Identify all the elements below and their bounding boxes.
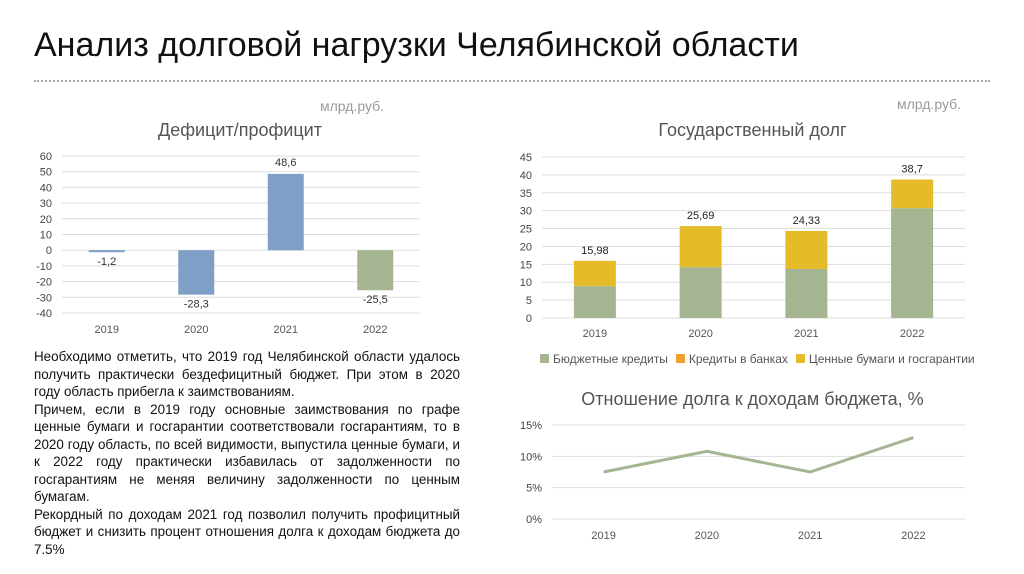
x-tick-label: 2019 [591, 530, 615, 542]
x-tick-label: 2022 [363, 324, 387, 336]
ratio-line [603, 436, 914, 474]
y-tick-label: 10% [520, 451, 542, 463]
y-tick-label: 0 [526, 313, 532, 325]
bar-segment [891, 179, 934, 209]
legend-item: Кредиты в банках [675, 352, 788, 366]
divider [34, 80, 990, 82]
y-tick-label: -30 [36, 292, 52, 304]
data-label: -28,3 [184, 299, 209, 311]
x-tick-label: 2019 [583, 328, 607, 340]
x-tick-label: 2021 [798, 530, 822, 542]
x-tick-label: 2020 [184, 324, 208, 336]
legend-item: Бюджетные кредиты [540, 352, 668, 366]
x-tick-label: 2022 [900, 328, 924, 340]
y-tick-label: 0% [526, 514, 542, 526]
y-tick-label: 0 [46, 245, 52, 257]
analysis-text: Необходимо отметить, что 2019 год Челяби… [34, 348, 460, 558]
y-tick-label: 60 [40, 151, 52, 163]
y-tick-label: 15 [520, 259, 532, 271]
y-tick-label: 40 [520, 170, 532, 182]
y-tick-label: 10 [520, 277, 532, 289]
y-tick-label: 40 [40, 182, 52, 194]
x-tick-label: 2021 [794, 328, 818, 340]
total-label: 15,98 [581, 245, 609, 257]
bar [267, 173, 304, 251]
chart-title-deficit: Дефицит/профицит [158, 120, 322, 140]
unit-label-debt: млрд.руб. [897, 96, 962, 112]
y-tick-label: 35 [520, 188, 532, 200]
y-tick-label: 20 [40, 214, 52, 226]
chart-title-ratio: Отношение долга к доходам бюджета, % [581, 389, 924, 409]
chart-title-debt: Государственный долг [658, 120, 847, 140]
x-tick-label: 2019 [95, 324, 119, 336]
page-title: Анализ долговой нагрузки Челябинской обл… [34, 26, 799, 64]
bar-segment [679, 226, 722, 268]
bar-segment [573, 260, 616, 287]
x-tick-label: 2021 [274, 324, 298, 336]
bar-segment [785, 268, 828, 318]
y-tick-label: 5% [526, 483, 542, 495]
paragraph: Причем, если в 2019 году основные заимст… [34, 401, 460, 505]
y-tick-label: 50 [40, 167, 52, 179]
y-tick-label: 45 [520, 152, 532, 164]
y-tick-label: 10 [40, 230, 52, 242]
x-tick-label: 2022 [901, 530, 925, 542]
bar-segment [573, 286, 616, 318]
total-label: 38,7 [901, 164, 922, 176]
y-tick-label: -20 [36, 277, 52, 289]
y-tick-label: -10 [36, 261, 52, 273]
total-label: 25,69 [687, 210, 715, 222]
y-tick-label: 25 [520, 224, 532, 236]
bar [357, 250, 394, 291]
x-tick-label: 2020 [695, 530, 719, 542]
data-label: -25,5 [363, 294, 388, 306]
y-tick-label: 30 [40, 198, 52, 210]
x-tick-label: 2020 [688, 328, 712, 340]
y-tick-label: 5 [526, 295, 532, 307]
data-label: -1,2 [97, 256, 116, 268]
bar [178, 250, 215, 295]
y-tick-label: -40 [36, 308, 52, 320]
total-label: 24,33 [793, 215, 821, 227]
debt-legend: Бюджетные кредиты Кредиты в банках Ценны… [540, 352, 975, 366]
bar-segment [891, 208, 934, 318]
y-tick-label: 20 [520, 241, 532, 253]
paragraph: Рекордный по доходам 2021 год позволил п… [34, 506, 460, 557]
unit-label-deficit: млрд.руб. [320, 98, 385, 114]
y-tick-label: 30 [520, 206, 532, 218]
bar [88, 250, 125, 253]
legend-item: Ценные бумаги и госгарантии [795, 352, 975, 366]
data-label: 48,6 [275, 157, 296, 169]
paragraph: Необходимо отметить, что 2019 год Челяби… [34, 349, 460, 399]
bar-segment [679, 267, 722, 318]
y-tick-label: 15% [520, 420, 542, 432]
bar-segment [785, 230, 828, 269]
